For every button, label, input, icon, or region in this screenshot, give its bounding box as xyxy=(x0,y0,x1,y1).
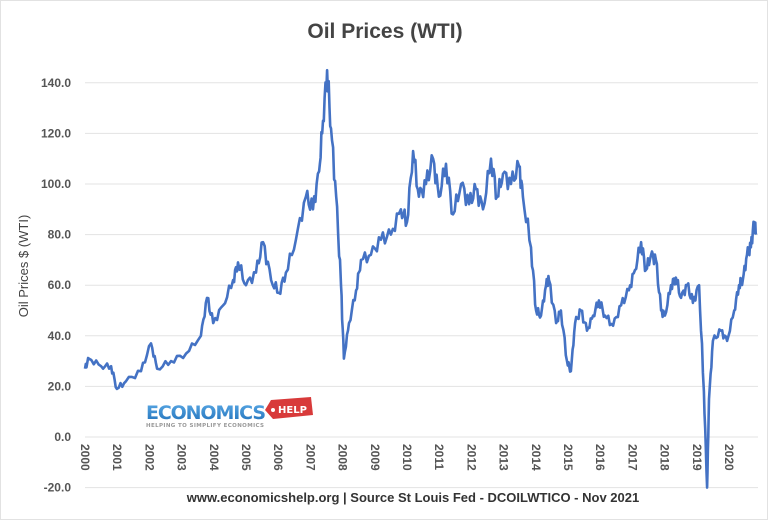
y-tick-label: 100.0 xyxy=(41,177,71,191)
y-axis-ticks: -20.0 0.0 20.0 40.0 60.0 80.0 100.0 120.0 140.0 xyxy=(41,76,71,495)
x-tick-label: 2001 xyxy=(110,444,124,471)
logo-main-text: ECONOMICS xyxy=(146,402,266,424)
x-tick-label: 2003 xyxy=(175,444,189,471)
x-tick-label: 2007 xyxy=(303,444,317,471)
economics-help-logo: ECONOMICS HELP HELPING TO SIMPLIFY ECONO… xyxy=(146,397,313,429)
y-tick-label: 60.0 xyxy=(48,278,72,292)
x-tick-label: 2013 xyxy=(497,444,511,471)
x-axis-ticks: 2000 2001 2002 2003 2004 2005 2006 2007 2008 2009… xyxy=(78,444,736,471)
source-footer: www.economicshelp.org | Source St Louis … xyxy=(186,490,639,505)
y-tick-label: 80.0 xyxy=(48,228,72,242)
x-tick-label: 2009 xyxy=(368,444,382,471)
y-tick-label: 20.0 xyxy=(48,379,72,393)
logo-tag-shape xyxy=(265,397,313,419)
y-tick-label: 140.0 xyxy=(41,76,71,90)
price-series-line xyxy=(83,68,758,489)
x-tick-label: 2012 xyxy=(464,444,478,471)
y-axis-label: Oil Prices $ (WTI) xyxy=(16,215,31,318)
x-tick-label: 2008 xyxy=(336,444,350,471)
x-tick-label: 2020 xyxy=(722,444,736,471)
logo-tagline: HELPING TO SIMPLIFY ECONOMICS xyxy=(146,423,264,429)
x-tick-label: 2006 xyxy=(271,444,285,471)
chart-title: Oil Prices (WTI) xyxy=(307,20,462,43)
y-tick-label: 40.0 xyxy=(48,329,72,343)
x-tick-label: 2004 xyxy=(207,444,221,471)
x-tick-label: 2005 xyxy=(239,444,253,471)
x-tick-label: 2014 xyxy=(529,444,543,471)
x-tick-label: 2017 xyxy=(625,444,639,471)
x-tick-label: 2002 xyxy=(142,444,156,471)
x-tick-label: 2019 xyxy=(690,444,704,471)
y-tick-label: 120.0 xyxy=(41,126,71,140)
x-tick-label: 2000 xyxy=(78,444,92,471)
x-tick-label: 2010 xyxy=(400,444,414,471)
y-tick-label: 0.0 xyxy=(54,430,71,444)
x-tick-label: 2018 xyxy=(658,444,672,471)
gridlines xyxy=(85,82,758,489)
x-tick-label: 2016 xyxy=(593,444,607,471)
y-tick-label: -20.0 xyxy=(44,481,72,495)
x-tick-label: 2015 xyxy=(561,444,575,471)
logo-tag-text: HELP xyxy=(278,405,307,416)
x-tick-label: 2011 xyxy=(432,444,446,470)
